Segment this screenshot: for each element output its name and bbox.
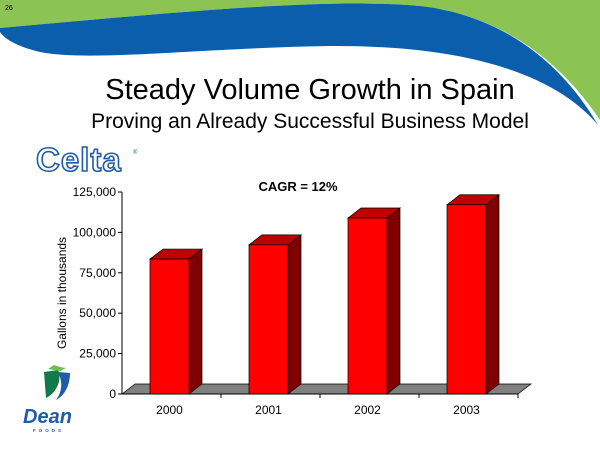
page-number: 26 [5,5,13,12]
y-tick-label: 0 [109,387,116,401]
x-tick-label: 2000 [156,403,183,417]
svg-text:FOODS: FOODS [33,428,64,433]
y-tick-label: 50,000 [79,306,116,320]
header-green-wave [0,0,600,130]
cagr-annotation: CAGR = 12% [258,179,338,194]
header-blue-wave [0,3,598,125]
x-tick-label: 2001 [255,403,282,417]
celta-logo: Celta ® [35,140,138,179]
bar-side [386,207,401,395]
dean-foods-logo: Dean FOODS [23,365,72,433]
y-tick-label: 125,000 [73,185,117,199]
svg-text:Celta: Celta [36,141,122,178]
svg-text:®: ® [133,149,138,156]
y-axis-label: Gallons in thousands [55,237,69,349]
bar-side [287,234,302,395]
y-tick-label: 25,000 [79,347,116,361]
slide-subtitle: Proving an Already Successful Business M… [91,110,529,133]
bar-chart: 0 25,000 50,000 75,000 100,000 125,000 Gallons… [55,179,533,417]
y-tick-label: 100,000 [73,225,117,239]
x-tick-label: 2002 [354,403,381,417]
svg-text:Dean: Dean [23,406,72,428]
y-tick-label: 75,000 [79,266,116,280]
bar-2000 [149,258,190,395]
bar-side [188,248,203,395]
bar-2002 [347,217,388,395]
slide-title: Steady Volume Growth in Spain [105,74,515,106]
bar-2001 [248,244,289,395]
bar-2003 [446,204,487,395]
bar-side [485,194,500,395]
x-tick-label: 2003 [453,403,480,417]
